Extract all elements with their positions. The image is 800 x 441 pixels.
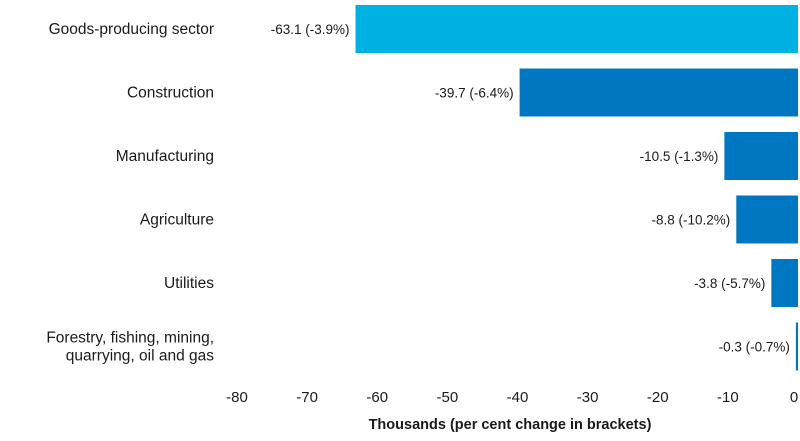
category-label-2: Manufacturing bbox=[116, 148, 214, 165]
category-label-line: Utilities bbox=[164, 275, 214, 292]
data-label-4: -3.8 (-5.7%) bbox=[694, 276, 765, 291]
category-label-line: quarrying, oil and gas bbox=[66, 348, 214, 365]
data-label-0: -63.1 (-3.9%) bbox=[271, 22, 350, 37]
x-tick-label-4: -40 bbox=[507, 389, 529, 406]
category-label-line: Goods-producing sector bbox=[49, 21, 214, 38]
bar-1 bbox=[519, 68, 798, 117]
data-label-2: -10.5 (-1.3%) bbox=[640, 149, 719, 164]
bar-3 bbox=[736, 195, 798, 244]
category-label-line: Agriculture bbox=[140, 212, 214, 229]
x-tick-label-5: -30 bbox=[577, 389, 599, 406]
x-axis-ticks-group: -80 -70 -60 -50 -40 -30 -20 -10 0 bbox=[226, 389, 798, 406]
category-label-4: Utilities bbox=[164, 275, 214, 292]
category-label-line: Construction bbox=[127, 85, 214, 102]
x-tick-label-0: -80 bbox=[226, 389, 248, 406]
x-tick-label-8: 0 bbox=[790, 389, 798, 406]
bar-5 bbox=[795, 322, 798, 371]
category-label-5: Forestry, fishing, mining, quarrying, oil… bbox=[46, 330, 214, 365]
data-label-1: -39.7 (-6.4%) bbox=[435, 86, 514, 101]
category-label-line: Forestry, fishing, mining, bbox=[46, 330, 214, 347]
category-labels-group: Goods-producing sector Construction Manufa… bbox=[46, 21, 214, 365]
x-tick-label-7: -10 bbox=[717, 389, 739, 406]
category-label-1: Construction bbox=[127, 85, 214, 102]
category-label-0: Goods-producing sector bbox=[49, 21, 214, 38]
category-label-3: Agriculture bbox=[140, 212, 214, 229]
bar-2 bbox=[724, 132, 798, 180]
data-label-5: -0.3 (-0.7%) bbox=[719, 340, 790, 355]
data-label-3: -8.8 (-10.2%) bbox=[652, 213, 731, 228]
x-tick-label-6: -20 bbox=[647, 389, 669, 406]
category-label-line: Manufacturing bbox=[116, 148, 214, 165]
bar-0 bbox=[355, 5, 798, 53]
data-labels-group: -63.1 (-3.9%) -39.7 (-6.4%) -10.5 (-1.3%) -… bbox=[271, 22, 790, 355]
x-tick-label-2: -60 bbox=[366, 389, 388, 406]
x-tick-label-1: -70 bbox=[296, 389, 318, 406]
bars-group bbox=[355, 5, 798, 371]
x-tick-label-3: -50 bbox=[437, 389, 459, 406]
bar-4 bbox=[771, 259, 798, 307]
x-axis-title: Thousands (per cent change in brackets) bbox=[369, 417, 652, 433]
